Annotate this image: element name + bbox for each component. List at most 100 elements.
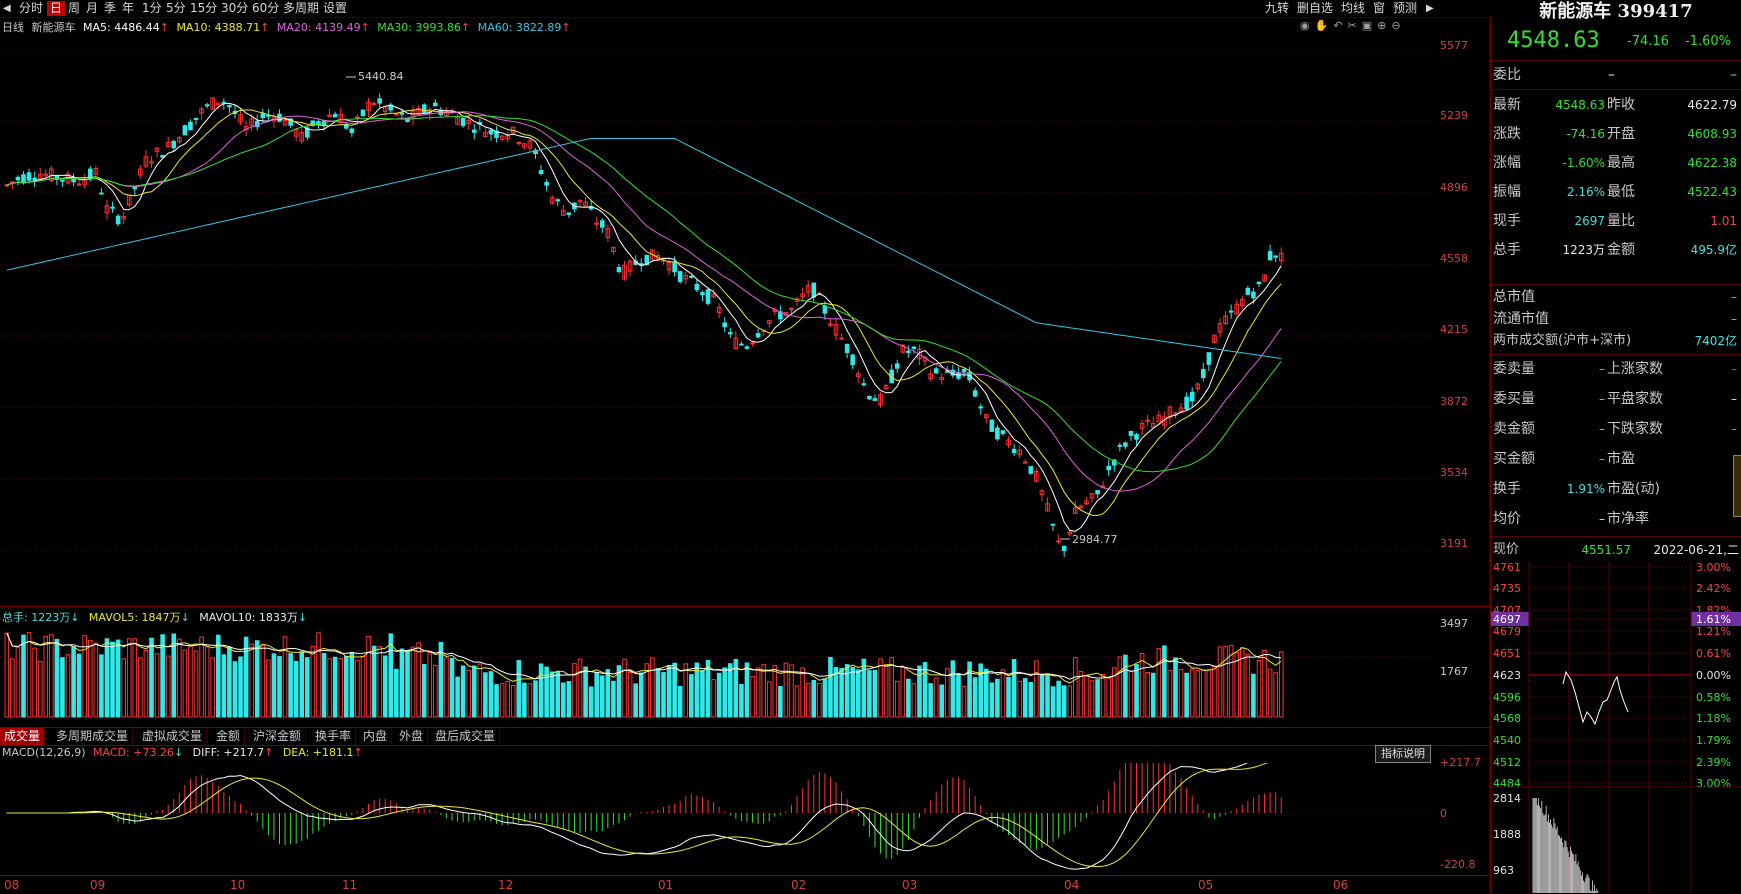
volume-bar xyxy=(655,667,661,718)
undo-icon[interactable]: ↶ xyxy=(1333,19,1348,32)
tab-outer[interactable]: 外盘 xyxy=(395,728,429,745)
x-label: 08 xyxy=(4,878,20,892)
candle-body xyxy=(171,140,177,149)
lock-icon[interactable]: ▣ xyxy=(1361,19,1378,32)
volume-bar xyxy=(772,665,778,718)
candle-body xyxy=(1145,419,1150,422)
stat-value: – xyxy=(1731,422,1737,436)
tab-15min[interactable]: 15分 xyxy=(190,1,218,15)
candle-body xyxy=(605,228,611,238)
x-label: 06 xyxy=(1333,878,1349,892)
ma60-line xyxy=(6,138,1282,359)
volume-bar xyxy=(121,658,126,718)
tab-settings[interactable]: 设置 xyxy=(323,1,348,15)
jiuzhuan-button[interactable]: 九转 xyxy=(1265,1,1290,15)
tab-hs-amount[interactable]: 沪深金额 xyxy=(249,728,307,745)
volume-bar xyxy=(1228,644,1234,718)
candle-body xyxy=(733,337,739,350)
volume-bar xyxy=(1134,664,1139,718)
mini-vol-label: 1888 xyxy=(1493,828,1521,841)
candle-body xyxy=(416,107,421,115)
candle-body xyxy=(711,294,716,298)
stat-rows: 委卖量 – 上涨家数 – 委买量 – 平盘家数 – 卖金额 – 下跌家数 – 买… xyxy=(1491,358,1741,530)
mini-pct-label: 0.00% xyxy=(1696,669,1731,682)
tab-fenshi[interactable]: 分时 xyxy=(19,1,44,15)
kline-y-axis: 5577 5239 4896 4558 4215 3872 3534 3191 xyxy=(1436,34,1490,627)
expand-icon[interactable]: ▶ xyxy=(1426,3,1434,14)
volume-bar xyxy=(416,642,421,718)
volume-bar xyxy=(427,652,433,718)
x-label: 05 xyxy=(1198,878,1214,892)
volume-bar xyxy=(1167,669,1173,718)
candle-body xyxy=(839,337,844,340)
volume-bar xyxy=(800,667,805,718)
candle-body xyxy=(1050,523,1056,526)
tab-quarter[interactable]: 季 xyxy=(104,1,117,15)
tab-30min[interactable]: 30分 xyxy=(221,1,249,15)
zoom-out-icon[interactable]: ⊖ xyxy=(1391,19,1406,32)
tab-day[interactable]: 日 xyxy=(47,1,66,16)
remove-favorite-button[interactable]: 删自选 xyxy=(1297,1,1334,15)
tab-week[interactable]: 周 xyxy=(68,1,81,15)
tab-virtual-volume[interactable]: 虚拟成交量 xyxy=(138,728,208,745)
quote-value: 4622.79 xyxy=(1687,98,1737,112)
x-label: 04 xyxy=(1064,878,1080,892)
weibi-value: – xyxy=(1608,67,1615,83)
candle-body xyxy=(210,97,216,110)
eye-icon[interactable]: ◉ xyxy=(1300,19,1315,32)
volume-bar xyxy=(87,640,93,718)
ma-button[interactable]: 均线 xyxy=(1341,1,1366,15)
tab-multi-period[interactable]: 多周期 xyxy=(283,1,320,15)
quote-row: 涨幅 -1.60% 最高 4622.38 xyxy=(1491,152,1741,174)
candle-body xyxy=(1150,422,1156,428)
tab-amount[interactable]: 金额 xyxy=(212,728,246,745)
tab-5min[interactable]: 5分 xyxy=(166,1,186,15)
tab-inner[interactable]: 内盘 xyxy=(359,728,393,745)
scrollbar[interactable] xyxy=(1733,455,1741,517)
quote-label: 总手 xyxy=(1493,242,1521,258)
tab-multi-volume[interactable]: 多周期成交量 xyxy=(52,728,134,745)
stat-label: 换手 xyxy=(1493,481,1521,497)
cut-icon[interactable]: ✂ xyxy=(1347,19,1362,32)
ma30-value: MA30: 3993.86 xyxy=(377,21,461,34)
candle-body xyxy=(60,179,65,182)
tab-year[interactable]: 年 xyxy=(122,1,135,15)
forecast-button[interactable]: 预测 xyxy=(1393,1,1418,15)
candle-body xyxy=(355,116,360,119)
volume-bar xyxy=(483,672,488,718)
intraday-mini-chart[interactable]: 4761 3.00%4735 2.42%4707 1.82%4697 1.61%4679… xyxy=(1491,562,1741,893)
candle-body xyxy=(455,116,460,125)
volume-bar xyxy=(449,658,455,718)
candle-body xyxy=(622,264,627,280)
chart-tools: ◉✋↶✂▣⊕⊖ xyxy=(1300,19,1406,32)
ma20-line xyxy=(6,111,1282,492)
candle-body xyxy=(700,292,705,296)
tab-volume[interactable]: 成交量 xyxy=(0,728,46,745)
kline-chart[interactable]: 5440.84 2984.77 xyxy=(0,34,1436,627)
candle-body xyxy=(1184,396,1189,410)
tab-60min[interactable]: 60分 xyxy=(252,1,280,15)
candle-body xyxy=(616,267,622,273)
hand-icon[interactable]: ✋ xyxy=(1314,19,1334,32)
volume-chart[interactable] xyxy=(0,625,1436,725)
candle-body xyxy=(293,128,299,137)
zoom-in-icon[interactable]: ⊕ xyxy=(1377,19,1392,32)
mini-price-label: 4540 xyxy=(1493,734,1521,747)
candle-body xyxy=(722,322,728,328)
window-button[interactable]: 窗 xyxy=(1373,1,1386,15)
tab-1min[interactable]: 1分 xyxy=(142,1,162,15)
volume-bar xyxy=(666,664,672,718)
candle-body xyxy=(1084,500,1089,505)
tab-after-hours[interactable]: 盘后成交量 xyxy=(431,728,501,745)
candle-body xyxy=(555,199,561,202)
tab-turnover[interactable]: 换手率 xyxy=(311,728,357,745)
volume-bar xyxy=(822,678,828,718)
volume-bar xyxy=(421,664,427,718)
macd-chart[interactable] xyxy=(0,763,1436,873)
diff-arrow: ↑ xyxy=(264,746,274,759)
tab-month[interactable]: 月 xyxy=(86,1,99,15)
collapse-icon[interactable]: ◀ xyxy=(3,3,11,14)
volume-bar xyxy=(444,657,449,718)
candle-body xyxy=(1256,281,1262,285)
indicator-help-button[interactable]: 指标说明 xyxy=(1375,745,1431,763)
